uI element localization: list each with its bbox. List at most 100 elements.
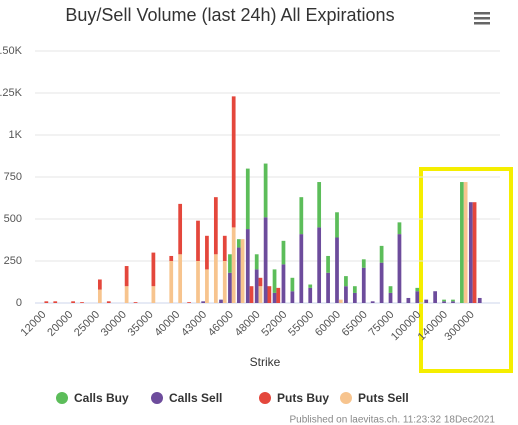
- bar: [281, 264, 286, 303]
- bar: [240, 239, 245, 303]
- y-tick-label: 1K: [9, 129, 23, 141]
- legend-label: Calls Buy: [74, 391, 129, 405]
- legend-label: Puts Buy: [277, 391, 329, 405]
- bar: [451, 301, 455, 303]
- bar: [326, 272, 330, 303]
- y-tick-label: 500: [4, 213, 22, 225]
- legend-item[interactable]: Calls Sell: [151, 391, 222, 405]
- bar: [361, 259, 366, 268]
- bar: [151, 286, 156, 303]
- bar: [415, 291, 420, 303]
- bar: [97, 279, 102, 290]
- menu-bar: [474, 12, 490, 15]
- bar: [178, 203, 183, 255]
- footer: Published on laevitas.ch. 11:23:32 18Dec…: [289, 415, 495, 425]
- highlight-box: [419, 167, 513, 373]
- bar: [352, 292, 357, 303]
- bar: [258, 286, 263, 303]
- x-tick-label: 60000: [313, 309, 343, 339]
- x-tick-label: 20000: [45, 309, 75, 339]
- bar: [424, 299, 429, 303]
- bar: [178, 254, 183, 303]
- bar: [169, 255, 174, 261]
- bar: [263, 163, 268, 218]
- bar: [53, 301, 58, 303]
- legend-marker: [259, 392, 271, 404]
- x-tick-label: 48000: [233, 309, 263, 339]
- bar: [276, 287, 281, 303]
- bar: [317, 182, 322, 228]
- bar: [80, 302, 84, 303]
- bar: [299, 234, 304, 303]
- bar: [370, 301, 375, 303]
- bar: [468, 202, 473, 303]
- x-tick-label: 12000: [19, 309, 49, 339]
- bar: [196, 261, 200, 303]
- y-tick-label: 750: [4, 171, 22, 183]
- y-tick-label: 1.50K: [0, 45, 23, 57]
- menu-button[interactable]: [474, 12, 490, 25]
- bar: [97, 289, 102, 303]
- bar: [308, 287, 313, 303]
- legend-item[interactable]: Calls Buy: [56, 391, 129, 405]
- bar: [124, 286, 129, 303]
- x-tick-label: 52000: [259, 309, 289, 339]
- bar: [254, 269, 259, 303]
- bar: [231, 96, 236, 228]
- x-tick-label: 25000: [72, 309, 102, 339]
- bar: [335, 237, 339, 303]
- bar: [290, 291, 295, 303]
- bar: [397, 222, 402, 235]
- y-tick-label: 250: [4, 255, 22, 267]
- bar: [281, 240, 286, 265]
- bar: [201, 301, 206, 303]
- legend-marker: [340, 392, 352, 404]
- bar: [335, 212, 339, 238]
- bar: [151, 252, 156, 287]
- bar: [196, 220, 200, 261]
- x-tick-label: 30000: [99, 309, 129, 339]
- bar: [379, 262, 384, 303]
- y-tick-label: 0: [16, 297, 22, 309]
- x-tick-label: 300000: [442, 309, 476, 343]
- menu-bar: [474, 17, 490, 20]
- bar: [352, 286, 357, 293]
- bar: [222, 261, 227, 303]
- bar: [205, 269, 209, 303]
- bar: [228, 272, 232, 303]
- bar: [344, 286, 348, 303]
- bar: [258, 277, 263, 287]
- menu-bar: [474, 22, 490, 25]
- bar: [472, 202, 477, 303]
- bar: [236, 247, 241, 303]
- legend-marker: [151, 392, 163, 404]
- bar: [451, 299, 455, 302]
- bar: [133, 302, 138, 303]
- bar: [187, 302, 191, 303]
- bar: [442, 299, 446, 302]
- bar: [317, 227, 322, 303]
- bar: [433, 291, 438, 303]
- bar: [477, 297, 482, 303]
- bar: [254, 254, 259, 270]
- legend-marker: [56, 392, 68, 404]
- bar: [272, 292, 277, 303]
- legend-label: Puts Sell: [358, 391, 409, 405]
- bar: [299, 197, 304, 235]
- x-tick-label: 55000: [286, 309, 316, 339]
- legend-item[interactable]: Puts Buy: [259, 391, 329, 405]
- bar: [290, 277, 295, 292]
- legend-item[interactable]: Puts Sell: [340, 391, 409, 405]
- x-axis-title: Strike: [250, 355, 281, 369]
- bar: [463, 182, 468, 303]
- bar: [124, 266, 129, 287]
- bar: [267, 286, 272, 303]
- y-tick-label: 1.25K: [0, 87, 23, 99]
- bar: [245, 229, 250, 303]
- bar: [388, 292, 393, 303]
- bar: [169, 261, 174, 303]
- chart-title: Buy/Sell Volume (last 24h) All Expiratio…: [65, 5, 394, 25]
- bar: [361, 267, 366, 303]
- legend-label: Calls Sell: [169, 391, 222, 405]
